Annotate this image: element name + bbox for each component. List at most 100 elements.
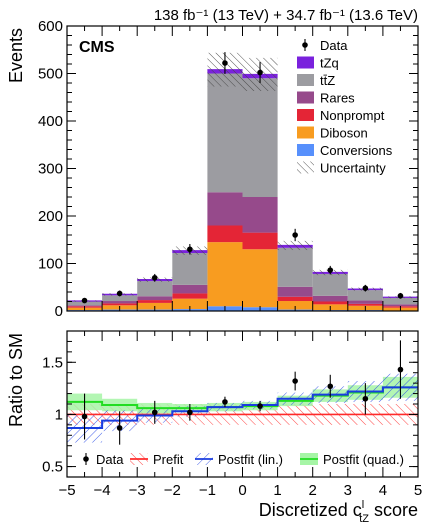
xtick-label-7: 2 [309,482,317,499]
data-point-9 [397,293,404,299]
bar-ttz-1 [102,295,138,302]
xtick-label-3: −2 [164,482,181,499]
legend-bottom-marker-data-dot [83,456,89,462]
legend-label-diboson: Diboson [320,126,368,141]
xtick-label-4: −1 [199,482,216,499]
bar-ttz-0 [67,301,103,306]
bar-ttz-9 [382,297,418,305]
legend-label-ttz: tt̄Z [320,73,335,88]
legend-bottom: Data Prefit Postfit (lin.) Postfit (quad.) [76,448,412,470]
legend-bottom-label-postfitquad: Postfit (quad.) [323,452,404,467]
data-point-2 [151,274,158,281]
ytick-label-top-400: 400 [38,113,63,130]
top-axes: 0 100 200 300 400 500 600 [38,18,419,320]
ratio-point-3 [187,409,193,416]
legend-bottom-bg [76,448,412,470]
ytick-label-top-300: 300 [38,161,63,178]
ytick-label-bottom-0.5: 0.5 [42,459,63,476]
bar-nonprompt-4 [207,225,243,243]
ratio-point-4 [222,399,228,405]
xtick-label-5: 0 [238,482,246,499]
ytick-label-top-500: 500 [38,66,63,83]
bottom-panel: Data Prefit Postfit (lin.) Postfit (quad.) … [6,330,422,499]
legend-label-nonprompt: Nonprompt [320,108,385,123]
ratio-point-5 [257,403,263,409]
bar-ttz-7 [312,273,348,296]
bar-nonprompt-1 [102,303,138,306]
legend-swatch-ttz [297,74,314,86]
bar-ttz-2 [137,281,173,297]
legend-swatch-uncertainty [297,161,314,174]
xtick-label-0: −5 [58,482,75,499]
xtick-label-1: −4 [94,482,111,499]
bar-diboson-5 [242,249,278,308]
xtick-label-9: 4 [379,482,387,499]
x-axis-label: Discretized cl tZ score [259,499,418,524]
bar-ttz-6 [277,247,313,287]
bar-ttz-5 [242,78,278,197]
data-layer [81,52,404,304]
ratio-point-0 [81,413,88,420]
bar-rares-4 [207,192,243,226]
legend-label-uncertainty: Uncertainty [320,161,386,176]
legend-top: Data tZq tt̄Z Rares Nonprompt Diboson Conversi… [297,38,393,176]
xtick-label-8: 3 [344,482,352,499]
ratio-point-9 [397,366,404,373]
top-panel: CMS Data tZq tt̄Z Rares Nonprompt Diboson Conv… [6,18,419,320]
data-point-3 [187,246,193,253]
legend-label-conversions: Conversions [320,143,393,158]
bar-ttz-8 [347,290,383,301]
bar-diboson-6 [277,301,313,310]
bar-ttz-4 [207,73,243,193]
x-axis-label-main: Discretized c [259,500,362,520]
legend-swatch-conversions [297,144,314,156]
y-axis-label-bottom: Ratio to SM [6,333,26,427]
uncertainty-band-6 [277,240,313,251]
legend-swatch-rares [297,91,314,104]
legend-label-rares: Rares [320,91,355,106]
ytick-label-top-200: 200 [38,208,63,225]
bottom-axes: 0.5 1 1.5 −5 −4 −3 −2 −1 0 1 2 3 4 5 [42,331,422,499]
bar-nonprompt-5 [242,232,278,250]
ytick-label-top-100: 100 [38,256,63,273]
y-axis-label-top: Events [6,28,26,83]
xtick-label-6: 1 [273,482,281,499]
data-point-1 [116,290,123,297]
bar-rares-9 [382,304,418,307]
postfit-lin-line [67,386,418,429]
bar-rares-7 [312,295,348,302]
bar-rares-8 [347,300,383,304]
data-point-7 [327,267,334,273]
legend-bottom-label-postfitlin: Postfit (lin.) [218,452,283,467]
bar-nonprompt-8 [347,303,383,306]
legend-label-data: Data [320,38,348,53]
bar-rares-0 [67,305,103,307]
bar-rares-1 [102,301,138,304]
bar-nonprompt-7 [312,301,348,305]
bar-rares-3 [172,284,208,294]
stack-layer [67,69,418,311]
data-point-6 [292,232,298,238]
bar-diboson-4 [207,242,243,307]
bar-rares-2 [137,296,173,301]
x-axis-label-sup: l [362,499,364,511]
cms-label: CMS [79,39,115,56]
bar-nonprompt-3 [172,293,208,299]
bar-rares-6 [277,286,313,297]
data-point-5 [257,69,263,76]
data-point-4 [222,60,228,66]
legend-label-tzq: tZq [320,56,339,71]
ytick-label-top-0: 0 [55,303,63,320]
lumi-label: 138 fb⁻¹ (13 TeV) + 34.7 fb⁻¹ (13.6 TeV) [154,7,418,24]
ratio-point-6 [292,378,298,384]
ratio-point-1 [116,425,123,431]
legend-swatch-nonprompt [297,109,314,121]
bar-ttz-3 [172,253,208,285]
legend-swatch-tzq [297,56,314,69]
ytick-label-top-600: 600 [38,18,63,35]
ratio-point-8 [362,395,369,402]
ratio-point-2 [151,409,158,416]
data-point-0 [81,297,88,304]
bar-rares-5 [242,197,278,233]
